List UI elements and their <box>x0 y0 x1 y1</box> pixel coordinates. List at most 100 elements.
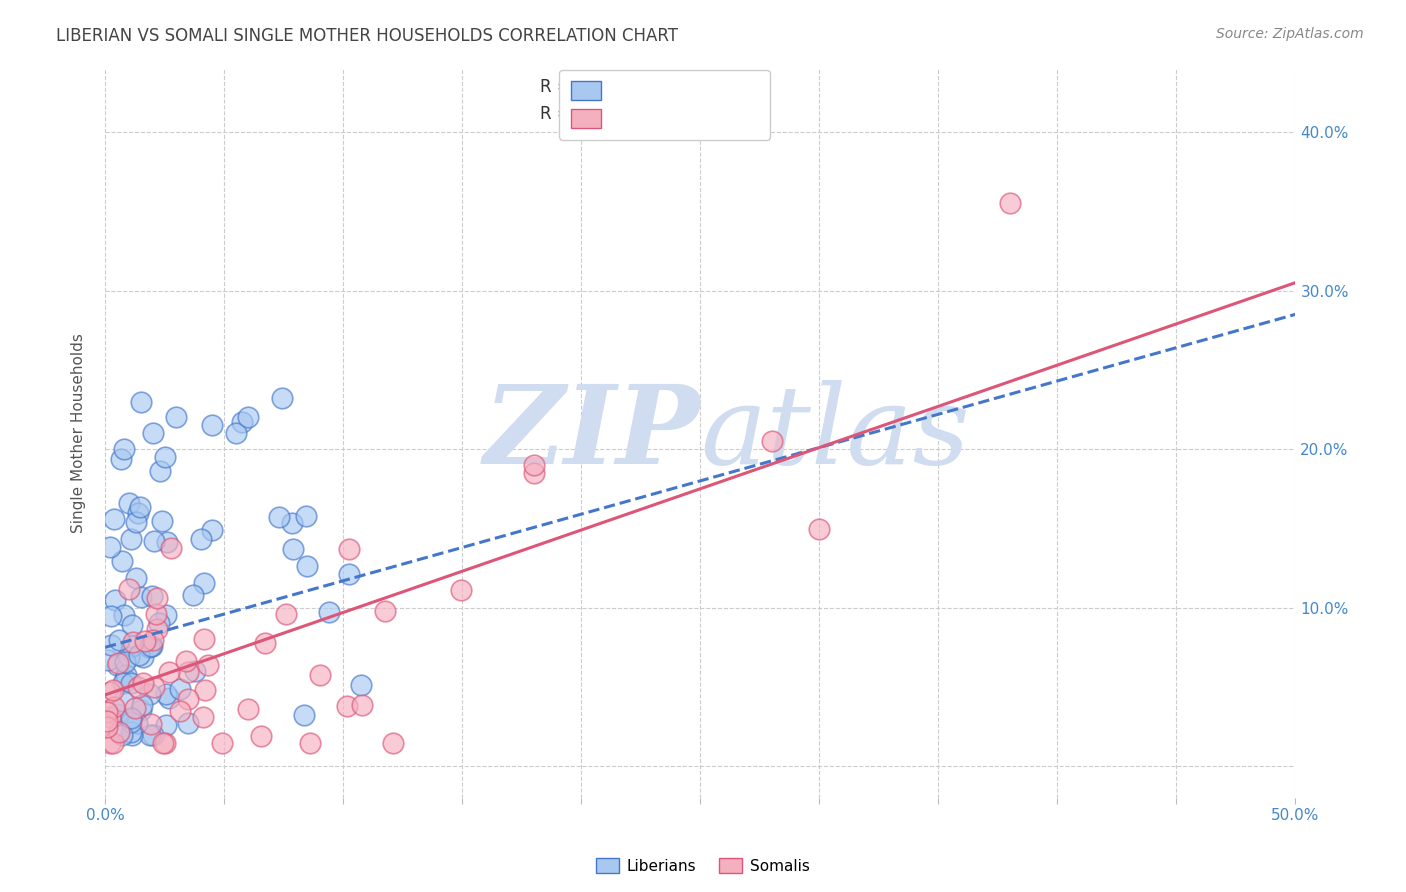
Point <box>142 426 165 441</box>
Point <box>238 701 260 715</box>
Point <box>120 715 142 730</box>
Point <box>155 687 177 701</box>
Point <box>253 636 276 650</box>
Text: 0.751: 0.751 <box>588 105 640 123</box>
Point <box>139 717 162 731</box>
Point <box>808 522 831 536</box>
Point <box>118 649 141 664</box>
Point <box>165 410 187 425</box>
Point <box>118 495 141 509</box>
Point <box>177 715 200 730</box>
Point <box>131 698 153 713</box>
Point <box>153 450 176 464</box>
Point <box>146 622 169 636</box>
Point <box>298 735 321 749</box>
Point <box>190 533 212 547</box>
Point <box>177 692 200 706</box>
Point <box>131 675 153 690</box>
Point <box>522 466 544 480</box>
Point <box>127 716 149 731</box>
Point <box>110 554 132 568</box>
Point <box>112 693 135 707</box>
Point <box>761 434 783 448</box>
Point <box>121 618 143 632</box>
Point <box>129 394 152 409</box>
Text: R =: R = <box>540 105 581 123</box>
Point <box>139 639 162 653</box>
Point <box>142 533 165 548</box>
Point <box>103 593 125 607</box>
Point <box>231 415 253 429</box>
Point <box>125 515 148 529</box>
Point <box>174 654 197 668</box>
Point <box>998 196 1021 211</box>
Point <box>120 675 142 690</box>
Point <box>169 681 191 696</box>
Point <box>124 700 146 714</box>
Point <box>201 418 224 433</box>
Point <box>194 683 217 698</box>
Point <box>145 607 167 621</box>
Point <box>153 735 176 749</box>
Point <box>100 609 122 624</box>
Point <box>129 590 152 604</box>
Point <box>96 720 118 734</box>
Point <box>148 616 170 631</box>
Point <box>105 657 128 672</box>
Point <box>271 391 294 405</box>
Point <box>114 672 136 686</box>
Point <box>250 730 273 744</box>
Point <box>125 571 148 585</box>
Point <box>294 509 316 524</box>
Point <box>193 575 215 590</box>
Point <box>107 657 129 671</box>
Point <box>118 582 141 597</box>
Point <box>292 708 315 723</box>
Point <box>128 500 150 514</box>
Point <box>318 605 340 619</box>
Point <box>146 591 169 606</box>
Point <box>111 728 134 742</box>
Point <box>309 667 332 681</box>
Point <box>295 559 318 574</box>
Point <box>339 566 361 581</box>
Point <box>120 724 142 739</box>
Point <box>157 691 180 706</box>
Text: ZIP: ZIP <box>484 379 700 487</box>
Text: N =: N = <box>650 105 697 123</box>
Point <box>112 442 135 457</box>
Point <box>132 650 155 665</box>
Point <box>98 540 121 554</box>
Legend: Liberians, Somalis: Liberians, Somalis <box>591 852 815 880</box>
Point <box>337 542 360 557</box>
Text: Source: ZipAtlas.com: Source: ZipAtlas.com <box>1216 27 1364 41</box>
Point <box>96 714 118 728</box>
Point <box>374 604 396 618</box>
Point <box>200 523 222 537</box>
Point <box>139 728 162 742</box>
Point <box>450 583 472 598</box>
Point <box>138 640 160 654</box>
Point <box>120 711 142 725</box>
Point <box>155 717 177 731</box>
Point <box>156 534 179 549</box>
Point <box>107 725 129 739</box>
Point <box>142 728 165 742</box>
Legend:                             ,                             : , <box>560 70 769 140</box>
Point <box>127 681 149 695</box>
Point <box>181 588 204 602</box>
Text: N =: N = <box>650 78 697 95</box>
Point <box>114 656 136 670</box>
Point <box>127 506 149 520</box>
Point <box>281 542 304 557</box>
Point <box>112 608 135 623</box>
Point <box>157 665 180 679</box>
Point <box>128 648 150 663</box>
Point <box>105 706 128 721</box>
Point <box>143 680 166 694</box>
Point <box>225 426 247 441</box>
Point <box>98 735 121 749</box>
Point <box>121 728 143 742</box>
Point <box>381 735 404 749</box>
Point <box>111 676 134 690</box>
